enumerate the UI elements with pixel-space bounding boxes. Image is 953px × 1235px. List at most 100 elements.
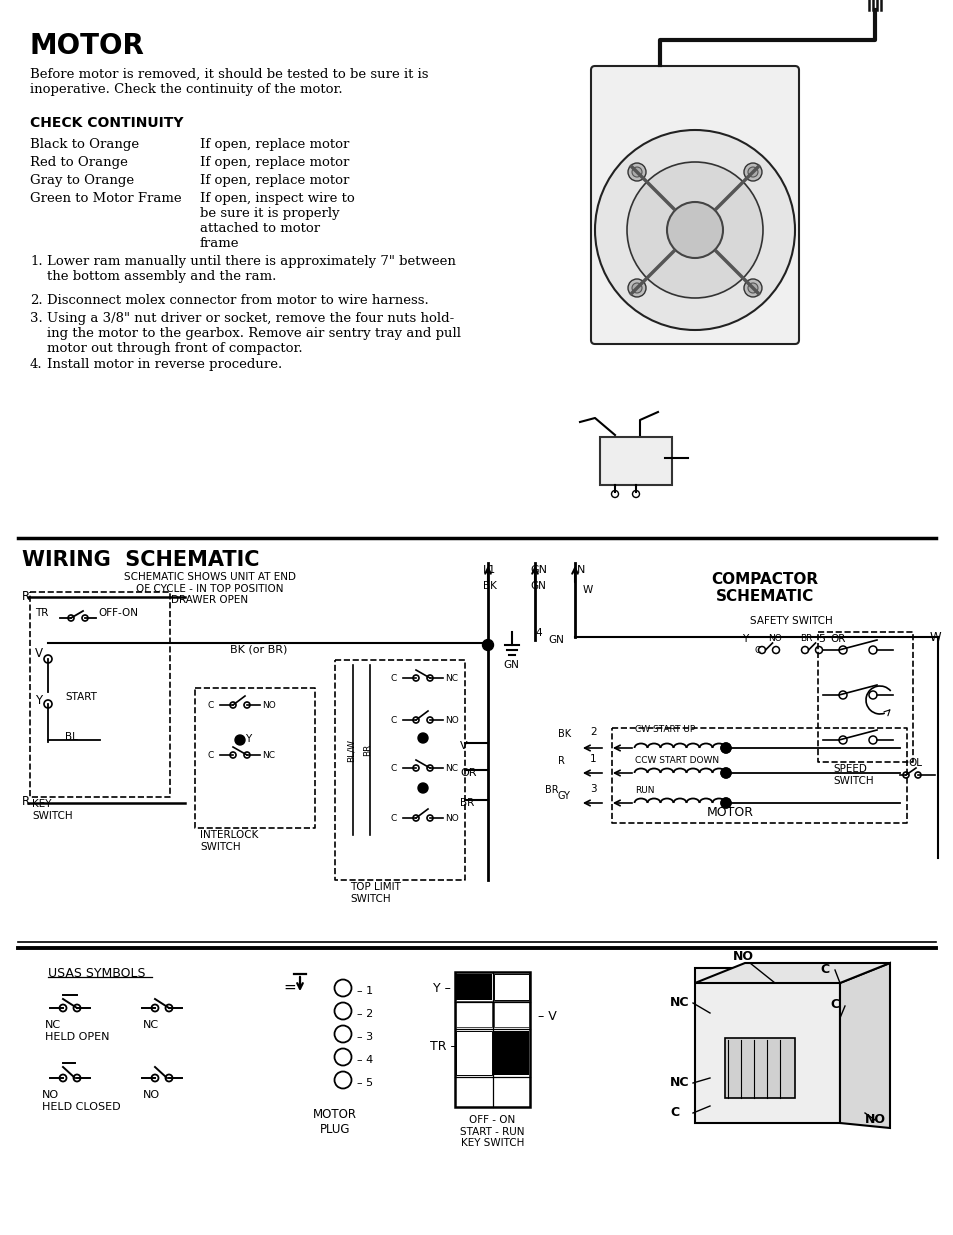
Text: BL: BL: [65, 732, 78, 742]
Circle shape: [747, 167, 758, 177]
Text: MOTOR
PLUG: MOTOR PLUG: [313, 1108, 356, 1136]
Text: – V: – V: [537, 1010, 557, 1023]
Text: C: C: [669, 1107, 679, 1119]
Text: Before motor is removed, it should be tested to be sure it is
inoperative. Check: Before motor is removed, it should be te…: [30, 68, 428, 96]
FancyBboxPatch shape: [590, 65, 799, 345]
Text: 1: 1: [589, 755, 596, 764]
Circle shape: [720, 768, 730, 778]
Bar: [455, 972, 530, 1107]
Text: =: =: [283, 981, 295, 995]
Text: C: C: [820, 963, 828, 976]
Text: TR –: TR –: [430, 1040, 456, 1053]
Text: NC
HELD OPEN: NC HELD OPEN: [45, 1020, 110, 1041]
Text: BK: BK: [482, 580, 497, 592]
Text: C: C: [391, 716, 396, 725]
Text: 3.: 3.: [30, 312, 43, 325]
Text: CHECK CONTINUITY: CHECK CONTINUITY: [30, 116, 183, 130]
Circle shape: [720, 798, 730, 808]
Text: Disconnect molex connector from motor to wire harness.: Disconnect molex connector from motor to…: [47, 294, 428, 308]
Text: V: V: [35, 647, 43, 659]
Circle shape: [631, 167, 641, 177]
Text: Y: Y: [35, 694, 42, 706]
Text: – 2: – 2: [356, 1009, 373, 1019]
Text: Y –: Y –: [433, 982, 451, 995]
Text: Y: Y: [741, 634, 747, 643]
Text: INTERLOCK
SWITCH: INTERLOCK SWITCH: [200, 830, 258, 852]
Text: NO: NO: [262, 701, 275, 710]
Text: BK: BK: [558, 729, 571, 739]
Text: R: R: [22, 795, 30, 808]
Text: NC: NC: [262, 751, 274, 760]
Text: NC: NC: [669, 995, 689, 1009]
Text: SCHEMATIC SHOWS UNIT AT END
OF CYCLE - IN TOP POSITION
DRAWER OPEN: SCHEMATIC SHOWS UNIT AT END OF CYCLE - I…: [124, 572, 295, 605]
Bar: [456, 1002, 492, 1028]
Circle shape: [743, 279, 761, 296]
Text: L1: L1: [482, 564, 496, 576]
Text: N: N: [577, 564, 585, 576]
Circle shape: [627, 279, 645, 296]
Polygon shape: [695, 963, 889, 983]
Text: GY: GY: [558, 790, 570, 802]
Bar: [599, 437, 671, 485]
Text: C: C: [208, 701, 214, 710]
Text: OR: OR: [459, 768, 476, 778]
Text: BR: BR: [544, 785, 558, 795]
Text: 4: 4: [535, 629, 541, 638]
Text: NC: NC: [143, 1020, 159, 1030]
Text: COMPACTOR
SCHEMATIC: COMPACTOR SCHEMATIC: [711, 572, 818, 604]
Circle shape: [482, 640, 493, 651]
Text: NO: NO: [767, 634, 781, 643]
Text: Using a 3/8" nut driver or socket, remove the four nuts hold-
ing the motor to t: Using a 3/8" nut driver or socket, remov…: [47, 312, 460, 354]
Text: GN: GN: [502, 659, 518, 671]
Polygon shape: [840, 963, 889, 1128]
Text: SAFETY SWITCH: SAFETY SWITCH: [749, 616, 832, 626]
Text: C: C: [208, 751, 214, 760]
Text: OFF-ON: OFF-ON: [98, 608, 138, 618]
Circle shape: [631, 283, 641, 293]
Bar: [494, 1031, 529, 1074]
Circle shape: [595, 130, 794, 330]
Circle shape: [720, 798, 730, 808]
Text: Black to Orange: Black to Orange: [30, 138, 139, 151]
Text: C: C: [754, 646, 760, 655]
Text: OL: OL: [907, 758, 921, 768]
Text: 5: 5: [817, 634, 824, 643]
Text: BR: BR: [459, 798, 474, 808]
Text: NO: NO: [143, 1091, 160, 1100]
Text: 2.: 2.: [30, 294, 43, 308]
Text: BK (or BR): BK (or BR): [230, 645, 287, 655]
Text: WIRING  SCHEMATIC: WIRING SCHEMATIC: [22, 550, 259, 571]
Text: R: R: [22, 590, 30, 603]
Text: SPEED
SWITCH: SPEED SWITCH: [832, 764, 873, 785]
Circle shape: [417, 783, 428, 793]
Text: NC: NC: [444, 764, 457, 773]
Circle shape: [720, 743, 730, 753]
Text: Install motor in reverse procedure.: Install motor in reverse procedure.: [47, 358, 282, 370]
Text: USAS SYMBOLS: USAS SYMBOLS: [48, 967, 146, 981]
Text: OR: OR: [829, 634, 844, 643]
Text: NC: NC: [669, 1076, 689, 1089]
Text: If open, replace motor: If open, replace motor: [200, 138, 349, 151]
Text: MOTOR: MOTOR: [706, 806, 753, 819]
Text: R: R: [558, 756, 564, 766]
Text: C: C: [391, 674, 396, 683]
Text: If open, replace motor: If open, replace motor: [200, 174, 349, 186]
Circle shape: [720, 768, 730, 778]
Text: NO: NO: [444, 814, 458, 823]
Text: If open, inspect wire to
be sure it is properly
attached to motor
frame: If open, inspect wire to be sure it is p…: [200, 191, 355, 249]
Text: GN: GN: [547, 635, 563, 645]
Text: Red to Orange: Red to Orange: [30, 156, 128, 169]
Text: C: C: [391, 814, 396, 823]
Text: START: START: [65, 692, 97, 701]
Bar: [494, 974, 529, 1000]
Circle shape: [234, 735, 245, 745]
Text: NO: NO: [864, 1113, 885, 1126]
Text: Green to Motor Frame: Green to Motor Frame: [30, 191, 181, 205]
Text: W: W: [582, 585, 593, 595]
Text: 3: 3: [589, 784, 596, 794]
Bar: [456, 974, 492, 1000]
Text: Gray to Orange: Gray to Orange: [30, 174, 134, 186]
Circle shape: [720, 743, 730, 753]
Text: If open, replace motor: If open, replace motor: [200, 156, 349, 169]
Text: Lower ram manually until there is approximately 7" between
the bottom assembly a: Lower ram manually until there is approx…: [47, 254, 456, 283]
